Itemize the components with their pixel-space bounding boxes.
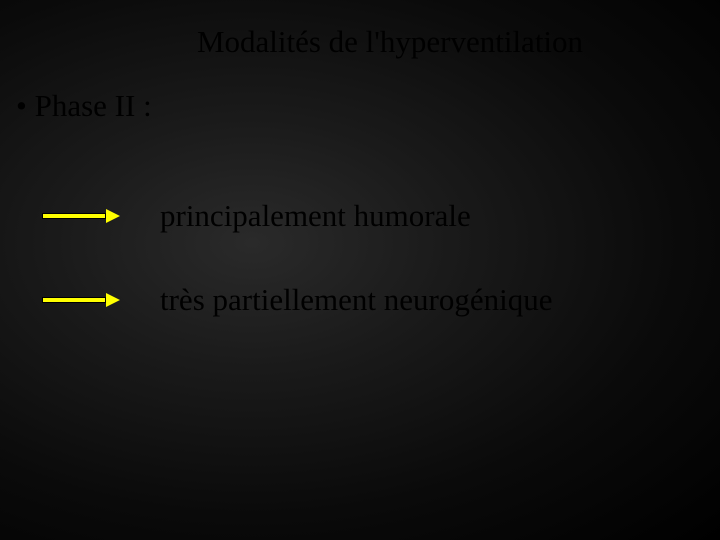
list-item: principalement humorale: [42, 198, 471, 234]
list-item: très partiellement neurogénique: [42, 282, 553, 318]
slide-title: Modalités de l'hyperventilation: [0, 24, 720, 60]
item-text: très partiellement neurogénique: [160, 282, 553, 318]
item-text: principalement humorale: [160, 198, 471, 234]
arrow-icon: [42, 296, 120, 304]
arrow-icon: [42, 212, 120, 220]
phase-label: • Phase II :: [16, 88, 152, 124]
